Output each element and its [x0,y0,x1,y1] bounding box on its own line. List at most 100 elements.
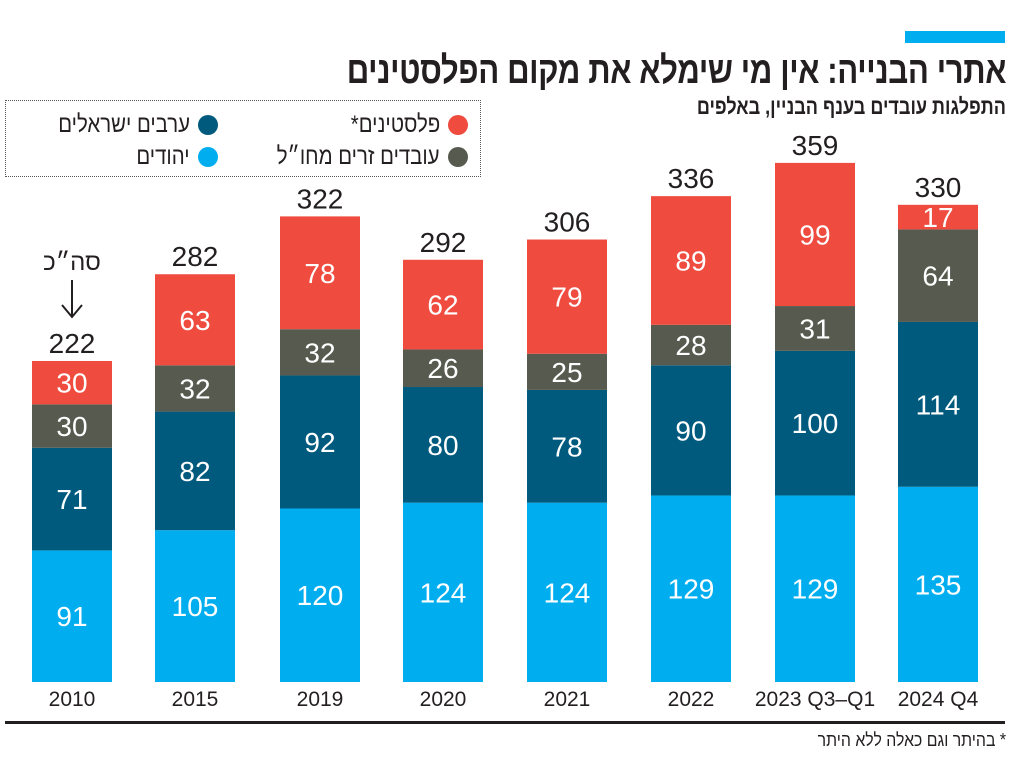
legend-item-foreign-workers: עובדים זרים מחו״ל [248,143,468,171]
segment-value-label: 78 [551,431,582,462]
segment-value-label: 32 [179,373,210,404]
segment-value-label: 30 [56,411,87,442]
x-tick-label: 2019 [297,688,344,711]
segment-value-label: 124 [420,577,467,608]
segment-value-label: 26 [427,353,458,384]
segment-value-label: 80 [427,430,458,461]
x-tick-label: 2010 [49,688,96,711]
legend-label: יהודים [136,143,190,170]
chart-title: אתרי הבנייה: אין מי שימלא את מקום הפלסטי… [346,50,1007,92]
chart-subtitle: התפלגות עובדים בענף הבניין, באלפים [696,94,1006,119]
bar-segment [898,486,978,682]
segment-value-label: 114 [916,389,961,420]
bar-segment [651,196,731,325]
legend-swatch [448,147,468,167]
bar-segment [898,229,978,322]
bar-total-label: 282 [172,241,219,272]
segment-value-label: 62 [427,290,458,321]
accent-bar [905,31,1005,43]
bar-segment [898,204,978,230]
legend-item-israeli-arabs: ערבים ישראלים [35,111,218,139]
legend-swatch [198,147,218,167]
segment-value-label: 99 [799,219,830,250]
bar-segment [898,321,978,487]
legend-item-palestinians: פלסטינים* [335,111,468,139]
bar-segment [651,365,731,496]
x-tick-label: 2022 [668,688,715,711]
bar-segment [775,162,855,307]
segment-value-label: 105 [172,591,219,622]
bar-total-label: 336 [668,163,715,194]
bar-total-label: 359 [792,130,839,161]
bar-total-label: 292 [420,227,467,258]
legend: פלסטינים* ערבים ישראלים עובדים זרים מחו״… [5,100,481,177]
bar-segment [527,502,607,682]
segment-value-label: 82 [179,456,210,487]
segment-value-label: 64 [922,261,953,292]
bar-segment [403,349,483,388]
bar-segment [32,550,112,682]
x-tick-label: 2015 [172,688,219,711]
bar-segment [280,375,360,509]
bar-segment [527,353,607,390]
legend-item-jews: יהודים [127,143,218,171]
segment-value-label: 120 [297,580,344,611]
bar-segment [155,365,235,412]
bar-total-label: 306 [544,207,591,238]
segment-value-label: 28 [675,330,706,361]
segment-value-label: 31 [799,313,830,344]
segment-value-label: 129 [668,574,715,605]
legend-label: ערבים ישראלים [58,111,190,138]
bar-total-label: 330 [915,172,962,203]
bar-segment [403,259,483,350]
bar-segment [775,495,855,682]
bar-segment [280,508,360,682]
segment-value-label: 135 [915,569,962,600]
segment-value-label: 90 [675,415,706,446]
x-tick-label: 2023 Q3–Q1 [755,688,875,711]
segment-value-label: 91 [56,601,87,632]
total-annotation: סה״כ [43,249,101,276]
bar-segment [403,387,483,503]
x-tick-label: 2021 [544,688,591,711]
segment-value-label: 78 [304,258,335,289]
segment-value-label: 89 [675,245,706,276]
segment-value-label: 17 [922,202,953,233]
footnote: * בהיתר וגם כאלה ללא היתר [817,730,1006,750]
bar-segment [651,495,731,682]
bar-segment [651,324,731,366]
segment-value-label: 124 [544,577,591,608]
legend-swatch [198,115,218,135]
bar-segment [280,329,360,376]
bar-segment [32,447,112,551]
bar-segment [527,239,607,354]
bar-segment [775,306,855,351]
segment-value-label: 63 [179,305,210,336]
segment-value-label: 30 [56,368,87,399]
bar-total-label: 322 [297,183,344,214]
bar-segment [527,389,607,503]
segment-value-label: 25 [551,357,582,388]
bar-segment [155,274,235,366]
segment-value-label: 92 [304,427,335,458]
bar-segment [403,502,483,682]
segment-value-label: 71 [56,484,87,515]
bar-segment [155,530,235,682]
bar-segment [280,216,360,330]
bar-segment [32,404,112,448]
arrow-down-icon [61,280,83,319]
x-tick-label: 2024 Q4 [898,688,979,711]
bar-total-label: 222 [49,328,96,359]
segment-value-label: 79 [551,282,582,313]
segment-value-label: 32 [304,337,335,368]
legend-label: עובדים זרים מחו״ל [277,143,440,170]
x-tick-label: 2020 [420,688,467,711]
bar-segment [32,360,112,405]
bar-segment [155,411,235,531]
legend-label: פלסטינים* [350,111,440,138]
segment-value-label: 100 [792,408,839,439]
bar-segment [775,350,855,496]
baseline-rule [5,721,1005,724]
